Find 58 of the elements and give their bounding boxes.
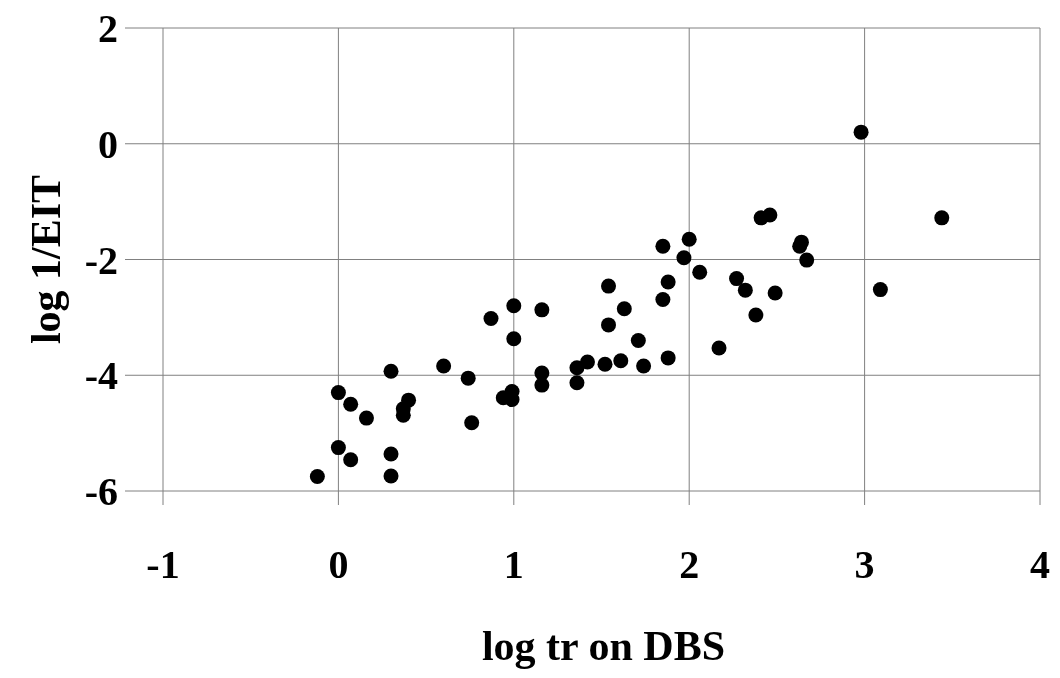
point	[636, 358, 652, 374]
point	[506, 298, 522, 314]
point	[737, 282, 753, 298]
point	[330, 440, 346, 456]
point	[934, 210, 950, 226]
x-tick-label: -1	[146, 542, 180, 587]
point	[383, 446, 399, 462]
point	[711, 340, 727, 356]
x-tick-label: 3	[854, 542, 875, 587]
point	[534, 302, 550, 318]
point	[655, 291, 671, 307]
point	[383, 468, 399, 484]
point	[343, 396, 359, 412]
point	[601, 278, 617, 294]
point	[601, 317, 617, 333]
point	[460, 370, 476, 386]
x-tick-label: 4	[1030, 542, 1050, 587]
point	[616, 301, 632, 317]
point	[792, 238, 808, 254]
point	[343, 452, 359, 468]
point	[436, 358, 452, 374]
point	[483, 311, 499, 327]
point	[383, 363, 399, 379]
point	[853, 124, 869, 140]
x-tick-label: 2	[679, 542, 700, 587]
y-tick-label: -4	[84, 353, 118, 399]
point	[676, 250, 692, 266]
x-tick-label: 0	[328, 542, 349, 587]
point	[506, 331, 522, 347]
point	[681, 231, 697, 247]
point	[534, 365, 550, 381]
y-tick-label: -2	[84, 237, 118, 283]
point	[358, 410, 374, 426]
point	[660, 274, 676, 290]
point	[597, 356, 613, 372]
point	[464, 415, 480, 431]
y-tick-label: 2	[98, 6, 118, 51]
y-axis-title: log 1/EIT	[23, 174, 69, 345]
point	[729, 271, 745, 287]
point	[660, 350, 676, 366]
point	[330, 385, 346, 401]
point	[613, 353, 629, 369]
point	[534, 377, 550, 393]
point	[630, 333, 646, 349]
point	[762, 207, 778, 223]
y-tick-label: 0	[98, 121, 118, 167]
x-tick-label: 1	[503, 542, 524, 587]
point	[569, 375, 585, 391]
point	[748, 307, 764, 323]
y-tick-label: -6	[84, 469, 118, 514]
x-axis-title: log tr on DBS	[481, 623, 726, 669]
point	[309, 469, 325, 485]
point	[579, 354, 595, 370]
point	[655, 238, 671, 254]
point	[872, 282, 888, 298]
point	[692, 264, 708, 280]
point	[767, 285, 783, 301]
point	[799, 252, 815, 268]
